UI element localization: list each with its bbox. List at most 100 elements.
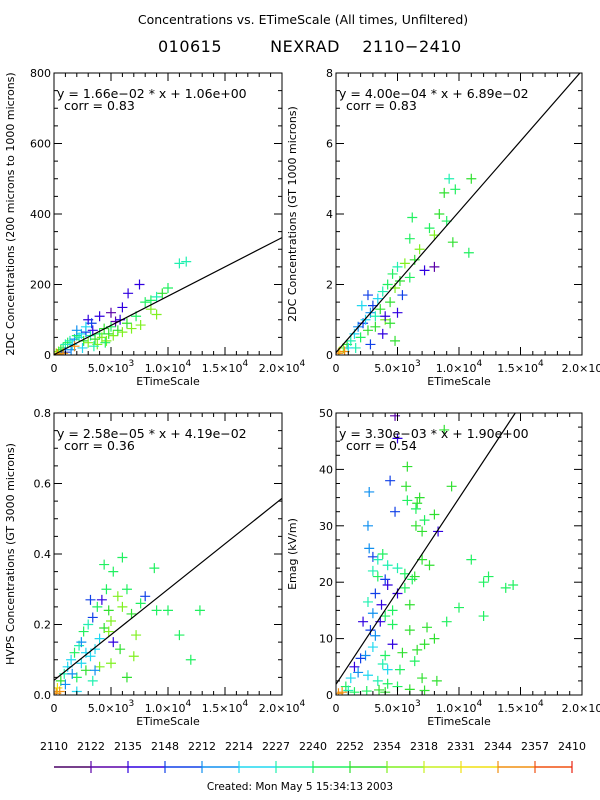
data-point: [149, 563, 160, 574]
y-tick-label: 600: [30, 138, 51, 151]
data-point: [397, 290, 408, 301]
data-point: [362, 670, 373, 681]
data-point: [83, 337, 94, 348]
data-point: [399, 582, 410, 593]
data-point: [412, 498, 423, 509]
data-point: [399, 568, 410, 579]
x-tick-label: 1.0×104: [145, 699, 192, 715]
data-point: [117, 601, 128, 612]
data-point: [407, 574, 418, 585]
data-point: [367, 642, 378, 653]
data-point: [372, 554, 383, 565]
data-point: [429, 633, 440, 644]
data-point: [454, 602, 464, 613]
data-point: [87, 675, 98, 686]
data-point: [367, 608, 378, 619]
data-point: [370, 588, 381, 599]
data-point: [67, 339, 78, 350]
data-point: [101, 584, 112, 595]
x-tick-label: 2.0×10: [562, 362, 600, 375]
data-point: [364, 543, 375, 554]
data-point: [115, 314, 126, 325]
data-point: [382, 279, 393, 290]
data-point: [424, 223, 435, 234]
data-point: [397, 647, 408, 658]
data-point: [106, 658, 116, 669]
data-point: [362, 290, 373, 301]
data-point: [128, 651, 139, 662]
data-point: [387, 605, 398, 616]
data-point: [410, 503, 421, 514]
data-point: [392, 563, 403, 574]
data-point: [83, 619, 94, 630]
time-color-legend: 2110 2122 2135 2148 2212 2214 2227 2240 2252 2354…: [40, 740, 586, 773]
legend-label: 2148: [151, 740, 179, 753]
fit-line: [54, 497, 282, 681]
data-point: [417, 673, 428, 684]
y-tick-label: 0.0: [34, 689, 52, 702]
data-point: [412, 644, 423, 655]
data-point: [360, 314, 371, 325]
data-point: [121, 672, 132, 683]
data-point: [69, 647, 80, 658]
data-point: [433, 526, 444, 537]
x-tick-exponent: 4: [242, 359, 248, 369]
x-axis-label: ETimeScale: [136, 375, 200, 388]
fit-equation: y = 1.66e−02 * x + 1.06e+00: [57, 86, 247, 101]
x-tick-exponent: 4: [299, 699, 305, 709]
data-point: [94, 633, 105, 644]
data-point: [90, 644, 101, 655]
data-point: [370, 630, 381, 641]
data-point: [80, 665, 91, 676]
data-point: [419, 265, 430, 276]
data-point: [402, 495, 413, 506]
x-tick-exponent: 4: [538, 359, 544, 369]
data-point: [345, 335, 356, 346]
data-point: [367, 565, 378, 576]
data-point: [88, 341, 99, 352]
data-point: [370, 321, 381, 332]
data-point: [390, 506, 401, 517]
scatter-panel-p2: 0 5.0×103 1.0×104 1.5×104 2.0×10 0 2 4 6 8 ETimeSc…: [286, 67, 600, 388]
data-point: [362, 520, 373, 531]
data-point: [441, 616, 452, 627]
x-tick-label: 5.0×103: [88, 699, 134, 715]
data-point: [121, 584, 132, 595]
data-point: [429, 509, 440, 520]
y-tick-label: 800: [30, 67, 51, 80]
data-point: [90, 334, 101, 345]
data-point: [401, 481, 412, 492]
data-point: [450, 184, 461, 195]
y-tick-label: 4: [326, 208, 333, 221]
data-point: [99, 559, 110, 570]
data-point: [117, 327, 128, 338]
data-point: [372, 293, 383, 304]
subtitle-radar: NEXRAD: [270, 37, 340, 56]
x-tick-exponent: 3: [128, 359, 134, 369]
legend-label: 2135: [114, 740, 142, 753]
data-point: [80, 321, 91, 332]
data-point: [358, 616, 369, 627]
x-tick-label: 1.5×104: [202, 359, 249, 375]
y-tick-label: 0.8: [34, 407, 52, 420]
data-point: [407, 212, 418, 223]
data-point: [106, 615, 116, 626]
data-point: [431, 675, 442, 686]
data-point: [355, 332, 366, 343]
legend-label: 2110: [40, 740, 68, 753]
y-tick-label: 50: [319, 407, 333, 420]
data-point: [508, 580, 519, 591]
data-point: [356, 300, 367, 311]
correlation-label: corr = 0.83: [346, 98, 417, 113]
data-point: [60, 679, 71, 690]
y-axis-label: 2DC Concentrations (200 microns to 1000 …: [4, 72, 17, 355]
data-point: [362, 325, 373, 336]
data-point: [131, 630, 142, 641]
y-tick-label: 0.2: [34, 619, 52, 632]
x-tick-label: 1.5×104: [497, 359, 544, 375]
data-point: [66, 654, 77, 665]
legend-label: 2240: [299, 740, 327, 753]
data-point: [374, 684, 385, 695]
data-point: [392, 261, 403, 272]
data-point: [414, 492, 425, 503]
